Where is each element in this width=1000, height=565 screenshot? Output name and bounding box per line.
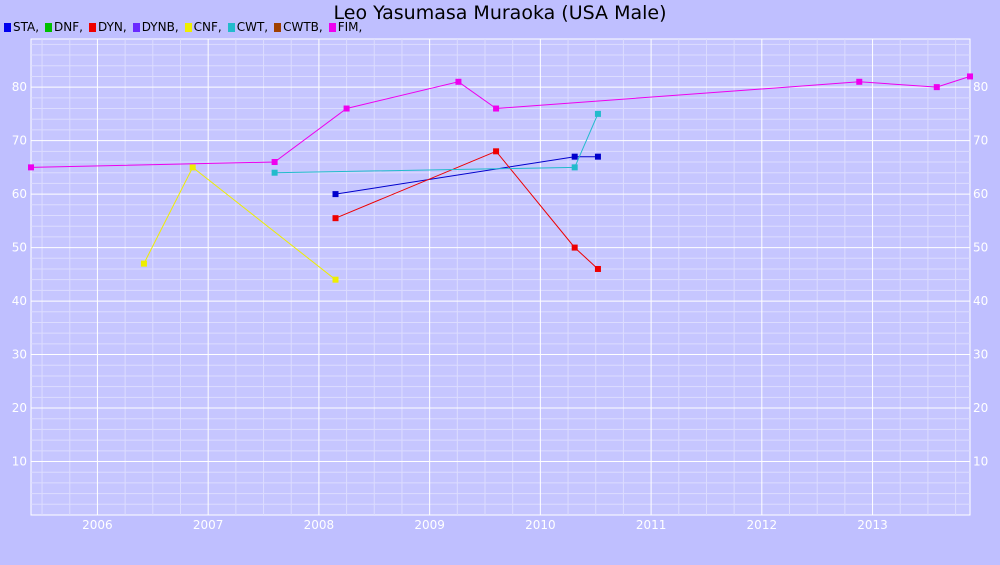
legend-swatch (45, 22, 53, 32)
y-tick-label-right: 50 (973, 241, 988, 255)
data-point-fim (967, 73, 973, 80)
legend-item: DYN, (88, 20, 127, 34)
data-point-cwt (594, 110, 601, 117)
data-point-dyn (594, 265, 601, 272)
legend: STA, DNF, DYN, DYNB, CNF, CWT, CWTB, FIM, (4, 20, 368, 34)
x-tick-label: 2006 (82, 518, 113, 532)
legend-swatch (132, 22, 140, 32)
legend-item: CWTB, (274, 20, 323, 34)
x-tick-label: 2009 (414, 518, 445, 532)
x-tick-label: 2012 (747, 518, 778, 532)
data-point-cwt (571, 164, 578, 171)
legend-label: DNF, (54, 20, 83, 34)
data-point-sta (594, 153, 601, 160)
data-point-fim (343, 105, 350, 112)
y-tick-label-left: 80 (12, 80, 27, 94)
data-point-fim (455, 78, 462, 85)
y-tick-label-left: 10 (12, 455, 27, 469)
y-tick-label-right: 20 (973, 401, 988, 415)
y-tick-label-left: 60 (12, 187, 27, 201)
data-point-fim (28, 164, 34, 171)
legend-label: DYNB, (141, 20, 179, 34)
data-point-cnf (189, 164, 196, 171)
data-point-sta (571, 153, 578, 160)
y-tick-label-right: 60 (973, 187, 988, 201)
data-point-dyn (493, 148, 500, 155)
series-cwt (271, 110, 601, 176)
y-tick-label-right: 80 (973, 80, 988, 94)
legend-item: FIM, (328, 20, 363, 34)
data-point-dyn (332, 215, 339, 222)
data-point-cnf (140, 260, 147, 267)
x-tick-label: 2008 (304, 518, 335, 532)
legend-item: CWT, (227, 20, 269, 34)
data-point-fim (493, 105, 500, 112)
series-line-dyn (335, 150, 599, 270)
legend-swatch (274, 22, 282, 32)
legend-label: CNF, (193, 20, 222, 34)
legend-swatch (227, 22, 235, 32)
y-tick-label-left: 70 (12, 134, 27, 148)
legend-label: FIM, (337, 20, 363, 34)
y-tick-label-left: 40 (12, 294, 27, 308)
legend-item: CNF, (184, 20, 222, 34)
data-point-sta (332, 191, 339, 198)
legend-label: CWT, (236, 20, 269, 34)
data-point-dyn (571, 244, 578, 251)
plot-area (30, 38, 971, 516)
data-point-fim (856, 78, 863, 85)
legend-label: DYN, (97, 20, 127, 34)
legend-item: STA, (4, 20, 39, 34)
y-tick-label-right: 70 (973, 134, 988, 148)
data-point-cnf (332, 276, 339, 283)
series-dyn (332, 148, 601, 272)
y-tick-label-right: 30 (973, 348, 988, 362)
legend-item: DYNB, (132, 20, 179, 34)
data-point-cwt (271, 169, 278, 176)
legend-swatch (88, 22, 96, 32)
y-tick-label-left: 20 (12, 401, 27, 415)
data-point-fim (933, 84, 940, 91)
legend-swatch (184, 22, 192, 32)
y-tick-label-right: 40 (973, 294, 988, 308)
x-tick-label: 2013 (857, 518, 888, 532)
y-tick-label-left: 50 (12, 241, 27, 255)
y-tick-label-right: 10 (973, 455, 988, 469)
y-tick-label-left: 30 (12, 348, 27, 362)
series-cnf (140, 164, 339, 283)
data-point-fim (271, 159, 278, 166)
x-tick-label: 2010 (525, 518, 556, 532)
legend-label: CWTB, (283, 20, 323, 34)
legend-label: STA, (13, 20, 40, 34)
chart-title: Leo Yasumasa Muraoka (USA Male) (333, 2, 667, 24)
x-tick-label: 2011 (636, 518, 667, 532)
legend-item: DNF, (45, 20, 83, 34)
legend-swatch (328, 22, 336, 32)
series-line-fim (30, 75, 971, 168)
series-fim (28, 73, 973, 171)
grid (31, 39, 970, 515)
series-sta (332, 153, 601, 198)
x-tick-label: 2007 (193, 518, 224, 532)
legend-swatch (4, 22, 11, 32)
